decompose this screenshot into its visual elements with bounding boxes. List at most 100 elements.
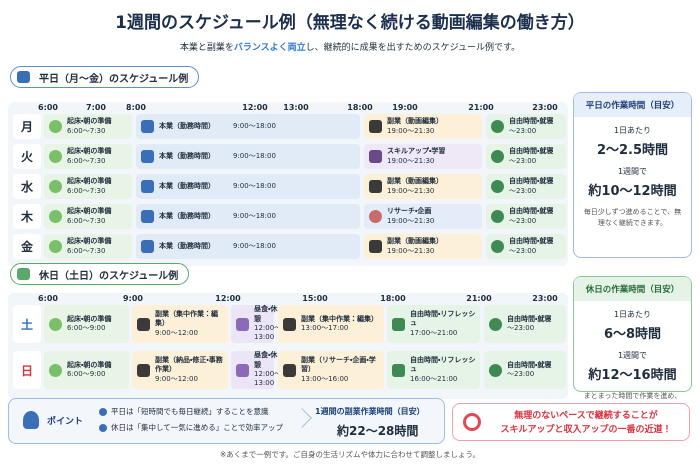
block-time: 9:00〜12:00 xyxy=(155,374,198,383)
block-time: 6:00〜7:30 xyxy=(67,156,106,165)
block-time: 9:00〜18:00 xyxy=(233,181,276,190)
schedule-block: 副業（集中作業：編集） 13:00〜17:00 xyxy=(278,305,384,343)
block-time: 〜23:00 xyxy=(507,370,535,378)
schedule-block: 本業（勤務時間） 9:00〜18:00 xyxy=(136,144,360,169)
block-text: 自由時間・就寝 〜23:00 xyxy=(509,177,553,196)
block-time: 12:00〜13:00 xyxy=(254,324,282,342)
block-text: 副業（集中作業：編集） 13:00〜17:00 xyxy=(301,315,378,334)
day-label: 水 xyxy=(13,174,41,199)
schedule-block: 副業（動画編集） 19:00〜21:30 xyxy=(364,234,482,259)
block-icon xyxy=(369,120,382,133)
block-text: 起床・朝の準備 6:00〜7:30 xyxy=(67,237,111,256)
time-label: 19:00 xyxy=(392,103,418,112)
block-icon xyxy=(49,363,62,377)
check-icon xyxy=(99,424,107,432)
schedule-block: 副業（集中作業：編集） 9:00〜12:00 xyxy=(132,305,228,343)
block-title: 自由時間・就寝 xyxy=(509,147,554,156)
schedule-block: 副業（動画編集） 19:00〜21:30 xyxy=(364,174,482,199)
block-text: 自由時間・リフレッシュ 16:00〜21:00 xyxy=(410,356,480,384)
block-text: 自由時間・就寝 〜23:00 xyxy=(509,207,553,226)
block-text: 本業（勤務時間） 9:00〜18:00 xyxy=(159,242,276,251)
block-title: 副業（集中作業：編集） xyxy=(155,309,218,328)
block-time: 6:00〜9:00 xyxy=(67,324,106,332)
block-time: 〜23:00 xyxy=(509,156,537,165)
schedule-block: 起床・朝の準備 6:00〜7:30 xyxy=(44,234,132,259)
block-title: 自由時間・リフレッシュ xyxy=(410,309,476,328)
block-title: 本業（勤務時間） xyxy=(159,151,215,160)
summary-label: 1日あたり xyxy=(613,126,652,135)
schedule-block: リサーチ・企画 19:00〜21:30 xyxy=(364,204,482,229)
day-label: 土 xyxy=(13,305,41,343)
block-text: リサーチ・企画 19:00〜21:30 xyxy=(387,207,434,226)
schedule-block: 自由時間・リフレッシュ 16:00〜21:00 xyxy=(387,351,480,389)
schedule-block: 起床・朝の準備 6:00〜7:30 xyxy=(44,114,132,139)
block-time: 19:00〜21:30 xyxy=(387,186,435,195)
block-title: 副業（動画編集） xyxy=(387,177,443,186)
day-label: 月 xyxy=(13,114,41,139)
block-time: 9:00〜18:00 xyxy=(233,241,276,250)
block-title: スキルアップ・学習 xyxy=(387,147,446,156)
block-time: 19:00〜21:30 xyxy=(387,156,435,165)
schedule-block: スキルアップ・学習 19:00〜21:30 xyxy=(364,144,482,169)
block-text: 本業（勤務時間） 9:00〜18:00 xyxy=(159,182,276,191)
schedule-block: 自由時間・就寝 〜23:00 xyxy=(486,234,566,259)
block-icon xyxy=(49,180,62,193)
message-box: 無理のないペースで継続することが スキルアップと収入アップの一番の近道！ xyxy=(452,403,690,441)
summary-box: 平日の作業時間（目安） 1日あたり 2〜2.5時間 1週間で 約10〜12時間 毎日少しず… xyxy=(573,92,692,258)
summary-value: 2〜2.5時間 xyxy=(596,143,669,158)
block-icon xyxy=(491,120,504,133)
point-item: 休日は「集中して一気に進める」ことで効率アップ xyxy=(111,423,284,432)
block-icon xyxy=(236,317,249,331)
block-text: 自由時間・リフレッシュ 17:00〜21:00 xyxy=(410,310,480,338)
schedule-block: 本業（勤務時間） 9:00〜18:00 xyxy=(136,234,360,259)
subtitle: 本業と副業をバランスよく両立し、継続的に成果を出すためのスケジュール例です。 xyxy=(0,40,700,53)
schedule-block: 自由時間・就寝 〜23:00 xyxy=(486,114,566,139)
block-text: 起床・朝の準備 6:00〜7:30 xyxy=(67,177,111,196)
block-time: 9:00〜18:00 xyxy=(233,121,276,130)
block-icon xyxy=(489,317,502,331)
block-icon xyxy=(49,120,62,133)
time-label: 18:00 xyxy=(380,294,406,303)
block-time: 13:00〜16:00 xyxy=(301,374,349,383)
time-label: 9:00 xyxy=(123,294,143,303)
block-time: 19:00〜21:30 xyxy=(387,126,435,135)
message-line: 無理のないペースで継続することが xyxy=(514,411,658,421)
block-time: 6:00〜7:30 xyxy=(67,216,106,225)
chevron xyxy=(292,408,312,428)
time-label: 23:00 xyxy=(532,294,558,303)
block-icon xyxy=(369,180,382,193)
block-title: 自由時間・就寝 xyxy=(509,207,554,216)
block-title: 本業（勤務時間） xyxy=(159,181,215,190)
block-time: 〜23:00 xyxy=(509,246,537,255)
block-icon xyxy=(489,363,502,377)
block-icon xyxy=(49,240,62,253)
day-label: 木 xyxy=(13,204,41,229)
block-icon xyxy=(491,210,504,223)
block-title: 本業（勤務時間） xyxy=(159,241,215,250)
footnote: ※あくまで一例です。ご自身の生活リズムや体力に合わせて調整しましょう。 xyxy=(219,450,481,459)
schedule-block: 起床・朝の準備 6:00〜9:00 xyxy=(44,351,129,389)
title: 1週間のスケジュール例（無理なく続ける動画編集の働き方） xyxy=(115,13,585,33)
block-time: 12:00〜13:00 xyxy=(254,370,282,388)
block-text: 本業（勤務時間） 9:00〜18:00 xyxy=(159,212,276,221)
block-title: 自由時間・就寝 xyxy=(507,314,552,323)
block-icon xyxy=(49,210,62,223)
schedule-block: 起床・朝の準備 6:00〜7:30 xyxy=(44,144,132,169)
block-title: 自由時間・就寝 xyxy=(509,177,554,186)
block-title: 起床・朝の準備 xyxy=(67,177,112,186)
summary-label: 1週間で xyxy=(617,167,648,176)
subtitle-part: バランスよく両立 xyxy=(233,43,306,53)
block-time: 〜23:00 xyxy=(509,126,537,135)
block-icon xyxy=(491,240,504,253)
block-time: 6:00〜9:00 xyxy=(67,370,106,378)
block-time: 16:00〜21:00 xyxy=(410,374,458,383)
block-icon xyxy=(137,317,150,331)
total-value: 約22〜28時間 xyxy=(337,424,419,438)
schedule-block: 自由時間・就寝 〜23:00 xyxy=(486,204,566,229)
time-label: 18:00 xyxy=(347,103,373,112)
block-text: 本業（勤務時間） 9:00〜18:00 xyxy=(159,152,276,161)
summary-box: 休日の作業時間（目安） 1日あたり 6〜8時間 1週間で 約12〜16時間 まとまった時間… xyxy=(573,276,692,421)
block-text: 自由時間・就寝 〜23:00 xyxy=(509,147,553,166)
time-label: 15:00 xyxy=(302,294,328,303)
